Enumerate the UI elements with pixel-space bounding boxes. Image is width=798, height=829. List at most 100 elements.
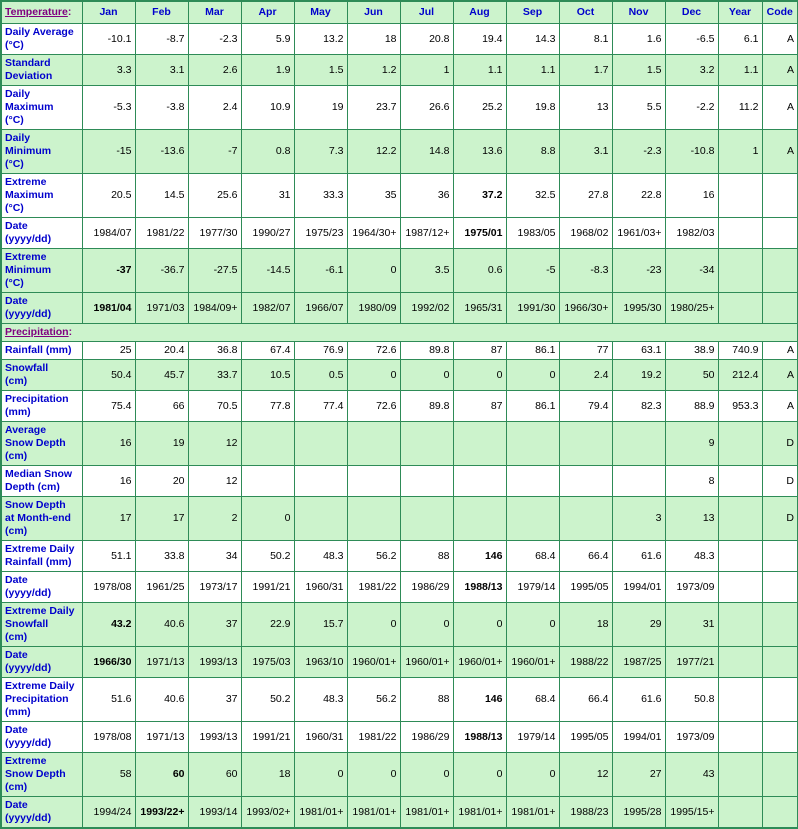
cell: 1.9: [240, 54, 295, 86]
cell: 7.3: [293, 129, 348, 174]
cell: 1993/13: [187, 646, 242, 678]
cell: 48.3: [664, 540, 719, 572]
cell: 0: [399, 752, 454, 797]
cell: 34: [187, 540, 242, 572]
cell: 1971/13: [134, 646, 189, 678]
year-cell: 1.1: [717, 54, 763, 86]
table-row: Daily Average (°C) -10.1 -8.7 -2.3 5.9 13.2 18 2…: [0, 23, 798, 55]
temperature-link[interactable]: Temperature: [5, 6, 68, 18]
code-cell: D: [761, 421, 798, 466]
cell: 1995/05: [558, 571, 613, 603]
cell: [558, 496, 613, 541]
cell: 16: [664, 173, 719, 218]
code-cell: [761, 248, 798, 293]
cell: -2.3: [611, 129, 666, 174]
cell: 27: [611, 752, 666, 797]
code-cell: [761, 646, 798, 678]
code-cell: A: [761, 390, 798, 422]
cell: -6.1: [293, 248, 348, 293]
cell: 63.1: [611, 341, 666, 360]
cell: -14.5: [240, 248, 295, 293]
column-header-jul: Jul: [399, 0, 454, 24]
cell: 1981/01+: [505, 796, 560, 829]
cell: 3.1: [134, 54, 189, 86]
cell: 86.1: [505, 341, 560, 360]
year-cell: 740.9: [717, 341, 763, 360]
cell: [611, 421, 666, 466]
cell: 8.8: [505, 129, 560, 174]
cell: 48.3: [293, 677, 348, 722]
cell: -7: [187, 129, 242, 174]
cell: 1960/01+: [452, 646, 507, 678]
cell: 16: [81, 465, 136, 497]
cell: 75.4: [81, 390, 136, 422]
cell: 79.4: [558, 390, 613, 422]
cell: 19.8: [505, 85, 560, 130]
row-label-date-yyyy-dd: Date (yyyy/dd): [0, 292, 83, 324]
cell: -8.3: [558, 248, 613, 293]
row-label-extreme-maximum-c: Extreme Maximum (°C): [0, 173, 83, 218]
column-header-may: May: [293, 0, 348, 24]
cell: 31: [664, 602, 719, 647]
cell: 89.8: [399, 341, 454, 360]
year-cell: [717, 721, 763, 753]
year-cell: [717, 602, 763, 647]
cell: 1995/15+: [664, 796, 719, 829]
table-row: Daily Maximum (°C) -5.3 -3.8 2.4 10.9 19 23.7 26.…: [0, 85, 798, 130]
cell: 1971/03: [134, 292, 189, 324]
cell: 56.2: [346, 677, 401, 722]
cell: 58: [81, 752, 136, 797]
cell: 3.1: [558, 129, 613, 174]
cell: 1980/09: [346, 292, 401, 324]
cell: 1981/01+: [452, 796, 507, 829]
cell: 1981/01+: [399, 796, 454, 829]
cell: 51.6: [81, 677, 136, 722]
column-header-mar: Mar: [187, 0, 242, 24]
cell: 1986/29: [399, 571, 454, 603]
table-row: Snow Depth at Month-end (cm) 17 17 2 0 3 13 D: [0, 496, 798, 541]
cell: 0: [346, 359, 401, 391]
cell: 66.4: [558, 540, 613, 572]
cell: 1980/25+: [664, 292, 719, 324]
cell: 68.4: [505, 677, 560, 722]
cell: 1987/25: [611, 646, 666, 678]
cell: 23.7: [346, 85, 401, 130]
cell: 50.8: [664, 677, 719, 722]
cell: 20.4: [134, 341, 189, 360]
cell: [452, 421, 507, 466]
column-header-oct: Oct: [558, 0, 613, 24]
cell: -36.7: [134, 248, 189, 293]
code-cell: A: [761, 341, 798, 360]
column-header-year: Year: [717, 0, 763, 24]
cell: -23: [611, 248, 666, 293]
cell: 1961/03+: [611, 217, 666, 249]
cell: 1993/02+: [240, 796, 295, 829]
cell: [240, 465, 295, 497]
cell: 33.7: [187, 359, 242, 391]
cell: 1973/17: [187, 571, 242, 603]
cell: 1.7: [558, 54, 613, 86]
cell: 50.2: [240, 540, 295, 572]
row-label-average-snow-depth-cm: Average Snow Depth (cm): [0, 421, 83, 466]
cell: 19: [134, 421, 189, 466]
table-row: Date (yyyy/dd) 1966/30 1971/13 1993/13 1975/0…: [0, 646, 798, 678]
cell: 36.8: [187, 341, 242, 360]
year-cell: 6.1: [717, 23, 763, 55]
cell: 50.2: [240, 677, 295, 722]
cell: 0: [346, 602, 401, 647]
column-header-code: Code: [761, 0, 798, 24]
cell: 77.8: [240, 390, 295, 422]
row-label-date-yyyy-dd: Date (yyyy/dd): [0, 646, 83, 678]
cell: 1975/23: [293, 217, 348, 249]
cell: 88: [399, 540, 454, 572]
cell: 1995/05: [558, 721, 613, 753]
cell: 14.5: [134, 173, 189, 218]
cell: 1982/07: [240, 292, 295, 324]
year-cell: [717, 465, 763, 497]
cell: 16: [81, 421, 136, 466]
cell: 38.9: [664, 341, 719, 360]
cell: 1993/22+: [134, 796, 189, 829]
precipitation-link[interactable]: Precipitation: [5, 326, 69, 338]
cell: 1964/30+: [346, 217, 401, 249]
cell: 1960/31: [293, 721, 348, 753]
